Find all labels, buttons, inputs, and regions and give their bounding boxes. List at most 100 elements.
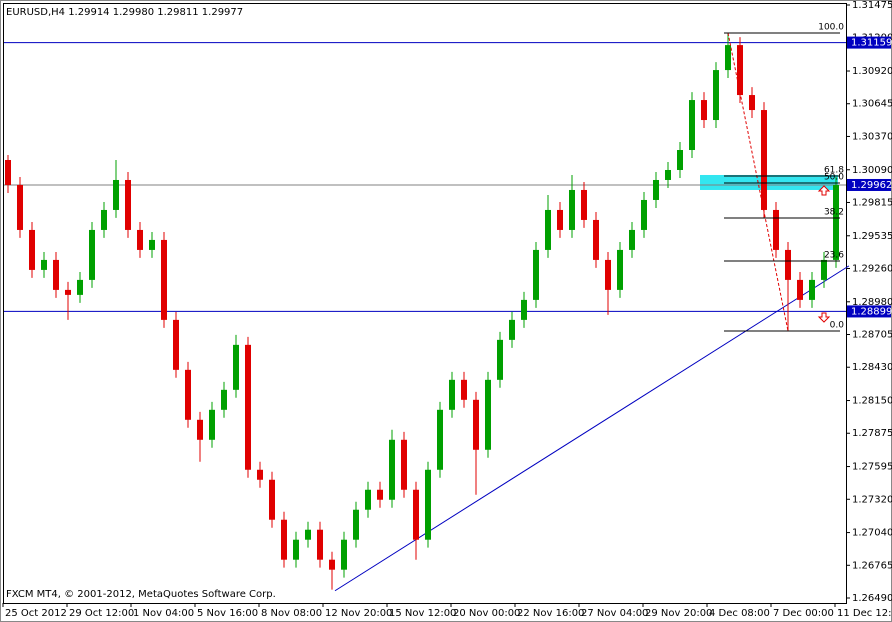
candle-body [17, 184, 23, 230]
y-tick-label: 1.28430 [852, 362, 892, 373]
candle-body [89, 229, 95, 280]
candle-body [653, 179, 659, 200]
x-tick-label: 25 Oct 2012 [5, 608, 67, 619]
candle-body [437, 409, 443, 470]
candle-body [737, 45, 743, 96]
candle-body [389, 439, 395, 500]
y-tick-label: 1.30920 [852, 66, 892, 77]
candle-body [773, 209, 779, 250]
y-tick-label: 1.29260 [852, 263, 892, 274]
fibo-label: 0.0 [830, 320, 845, 330]
candle-body [473, 399, 479, 450]
candle-body [497, 339, 503, 380]
x-tick-label: 1 Nov 04:00 [133, 608, 194, 619]
y-tick-label: 1.27595 [852, 462, 892, 473]
candle-body [545, 209, 551, 250]
down-arrow [817, 312, 831, 323]
candle-body [425, 469, 431, 540]
candle-body [113, 179, 119, 210]
candle-body [785, 249, 791, 280]
fibo-label: 23.6 [824, 250, 844, 260]
candle-body [809, 279, 815, 300]
x-tick-label: 29 Oct 12:00 [69, 608, 134, 619]
candle-body [209, 409, 215, 440]
x-tick-label: 11 Dec 12:00 [837, 608, 892, 619]
chart-title: EURUSD,H4 1.29914 1.29980 1.29811 1.2997… [6, 7, 243, 18]
marks [4, 32, 850, 592]
candle-body [761, 110, 767, 210]
candle-body [581, 189, 587, 220]
y-tick-label: 1.27040 [852, 528, 892, 539]
candle-body [485, 379, 491, 450]
price-label-box [847, 178, 891, 191]
x-tick-label: 29 Nov 20:00 [645, 608, 712, 619]
candle-body [557, 209, 563, 230]
candle-body [701, 100, 707, 121]
candle-body [821, 259, 827, 280]
candle-body [797, 279, 803, 300]
x-tick-label: 22 Nov 16:00 [517, 608, 584, 619]
price-label: 1.29962 [851, 180, 892, 191]
candle-body [257, 469, 263, 480]
price-label-box [847, 305, 891, 318]
x-tick-label: 4 Dec 08:00 [709, 608, 770, 619]
y-tick-label: 1.30645 [852, 99, 892, 110]
candle-body [629, 229, 635, 250]
candle-body [569, 189, 575, 230]
y-tick-label: 1.27875 [852, 428, 892, 439]
candle-body [77, 279, 83, 295]
footer: FXCM MT4, © 2001-2012, MetaQuotes Softwa… [6, 589, 276, 600]
x-tick-label: 8 Nov 08:00 [261, 608, 322, 619]
candle-body [65, 289, 71, 295]
candle-body [317, 529, 323, 560]
y-tick-label: 1.28705 [852, 330, 892, 341]
x-tick-label: 27 Nov 04:00 [581, 608, 648, 619]
x-tick-label: 20 Nov 00:00 [453, 608, 520, 619]
candle-body [461, 379, 467, 400]
up-arrow [817, 185, 831, 196]
x-tick-label: 5 Nov 16:00 [197, 608, 258, 619]
y-tick-label: 1.27320 [852, 494, 892, 505]
candle-body [449, 379, 455, 410]
price-label-box [847, 36, 891, 49]
candle-body [641, 199, 647, 230]
candle-body [689, 100, 695, 151]
y-tick-label: 1.28980 [852, 297, 892, 308]
candle-body [713, 70, 719, 121]
y-tick-label: 1.29535 [852, 231, 892, 242]
candle-body [605, 259, 611, 290]
y-tick-label: 1.26490 [852, 593, 892, 604]
candle-body [833, 184, 839, 260]
candle-body [677, 150, 683, 170]
x-tick-label: 15 Nov 12:00 [389, 608, 456, 619]
candle-body [149, 239, 155, 250]
candle-body [161, 239, 167, 320]
candle-body [509, 319, 515, 340]
candle-body [221, 389, 227, 410]
fibo-label: 100.0 [818, 22, 844, 32]
candle-body [749, 95, 755, 111]
candle-body [521, 299, 527, 320]
candle-body [401, 439, 407, 490]
fibo-label: 61.8 [824, 165, 844, 175]
candle-body [353, 509, 359, 540]
y-tick-label: 1.28150 [852, 396, 892, 407]
y-tick-label: 1.30090 [852, 165, 892, 176]
candle-body [293, 539, 299, 560]
x-tick-label: 7 Dec 00:00 [773, 608, 834, 619]
y-tick-label: 1.30370 [852, 131, 892, 142]
candle-body [245, 344, 251, 470]
candle-body [137, 229, 143, 250]
candle-body [365, 489, 371, 510]
candle-body [593, 219, 599, 260]
x-tick-label: 12 Nov 20:00 [325, 608, 392, 619]
candle-body [29, 229, 35, 270]
candle-body [233, 344, 239, 390]
fibo-label: 50.0 [824, 172, 844, 182]
plot-frame [3, 3, 847, 604]
price-label: 1.28899 [851, 306, 892, 317]
fibo-label: 38.2 [824, 208, 844, 218]
candle-body [185, 369, 191, 420]
candle-body [329, 559, 335, 570]
